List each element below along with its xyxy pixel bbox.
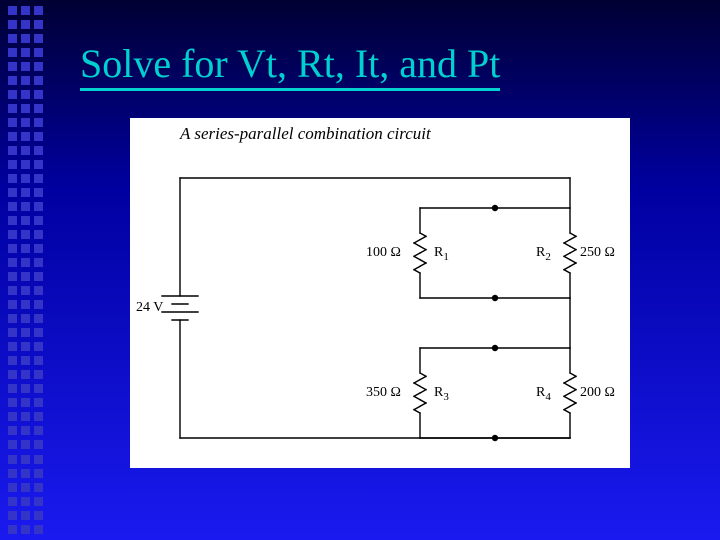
side-col-3 <box>34 6 43 534</box>
r4-value-label: 200 Ω <box>580 385 615 401</box>
side-col-2 <box>21 6 30 534</box>
r1-name-label: R1 <box>434 245 449 263</box>
r3-value-label: 350 Ω <box>366 385 401 401</box>
slide-title-text: Solve for Vt, Rt, It, and Pt <box>80 41 500 91</box>
r3-name-label: R3 <box>434 385 449 403</box>
circuit-figure: A series-parallel combination circuit 24… <box>130 118 630 468</box>
slide: Solve for Vt, Rt, It, and Pt A series-pa… <box>0 0 720 540</box>
r4-name-label: R4 <box>536 385 551 403</box>
r1-value-label: 100 Ω <box>366 245 401 261</box>
circuit-svg <box>130 118 630 468</box>
slide-title: Solve for Vt, Rt, It, and Pt <box>80 40 500 87</box>
side-decoration <box>8 0 48 540</box>
r2-name-label: R2 <box>536 245 551 263</box>
r2-value-label: 250 Ω <box>580 245 615 261</box>
side-col-1 <box>8 6 17 534</box>
source-label: 24 V <box>136 300 163 316</box>
